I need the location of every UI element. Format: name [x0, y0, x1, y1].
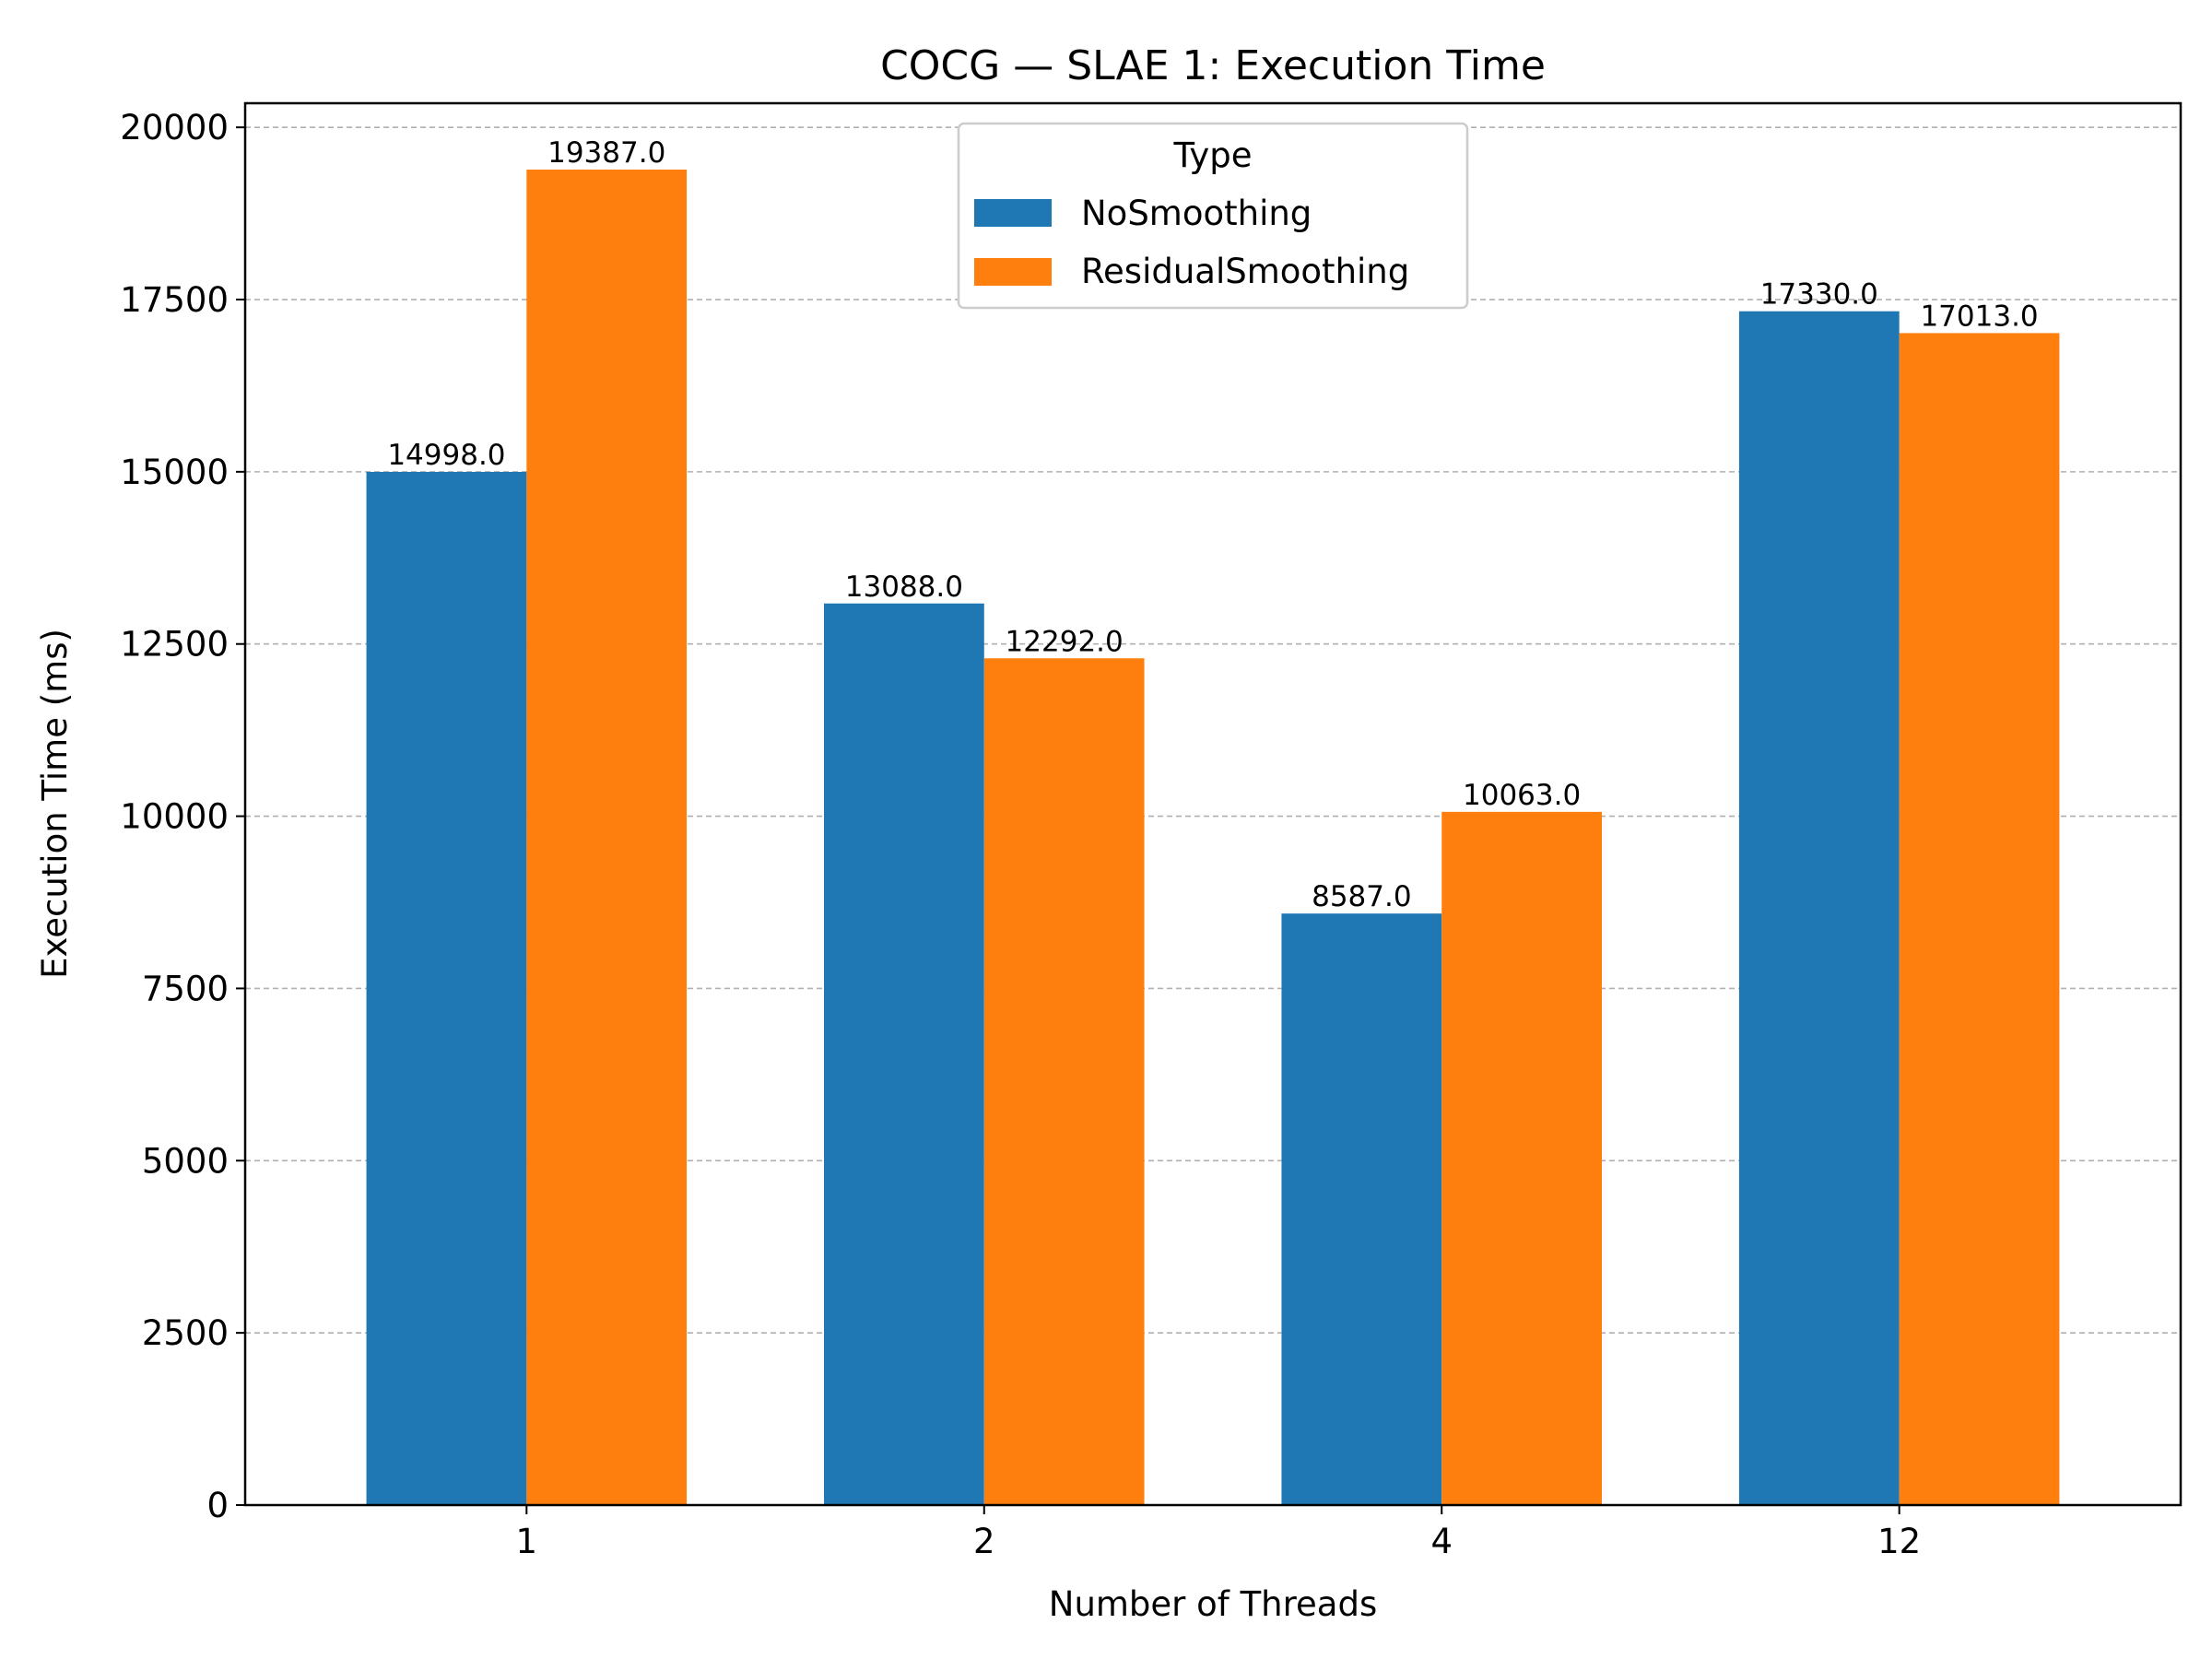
y-tick-label: 20000 [120, 108, 229, 147]
data-label: 13088.0 [845, 571, 963, 604]
y-tick-label: 10000 [120, 797, 229, 837]
legend-swatch-nosmoothing [974, 199, 1052, 227]
data-label: 17330.0 [1760, 278, 1878, 312]
y-tick-label: 0 [206, 1486, 229, 1525]
bar-residualsmoothing-12 [1899, 333, 2060, 1506]
legend-title: Type [1173, 135, 1253, 175]
x-axis-label: Number of Threads [1049, 1584, 1377, 1624]
legend[interactable]: Type NoSmoothing ResidualSmoothing [957, 122, 1469, 310]
data-label: 14998.0 [387, 439, 505, 472]
bar-residualsmoothing-4 [1441, 811, 1602, 1505]
data-label: 10063.0 [1463, 779, 1581, 812]
axes-frame [243, 101, 2183, 1507]
data-label: 19387.0 [547, 136, 665, 170]
chart-title: COCG — SLAE 1: Execution Time [880, 42, 1546, 89]
x-tick-label: 2 [973, 1522, 995, 1561]
data-label: 12292.0 [1006, 625, 1124, 658]
y-tick-label: 12500 [120, 625, 229, 665]
y-tick-label: 2500 [142, 1313, 229, 1353]
x-tick-label: 12 [1877, 1522, 1921, 1561]
x-tick-label: 1 [516, 1522, 538, 1561]
legend-swatch-residualsmoothing [974, 258, 1052, 286]
legend-box [957, 122, 1469, 310]
bar-nosmoothing-4 [1281, 913, 1442, 1505]
y-tick-label: 17500 [120, 280, 229, 320]
y-tick-label: 5000 [142, 1141, 229, 1181]
bar-nosmoothing-2 [824, 603, 984, 1505]
legend-label-residualsmoothing: ResidualSmoothing [1081, 252, 1409, 291]
bar-nosmoothing-1 [366, 472, 527, 1505]
data-label: 8587.0 [1312, 880, 1411, 913]
data-label: 17013.0 [1920, 300, 2038, 333]
data-labels: 14998.0 19387.0 13088.0 12292.0 8587.0 10063.… [387, 136, 2038, 913]
legend-label-nosmoothing: NoSmoothing [1081, 194, 1312, 233]
bar-residualsmoothing-2 [983, 658, 1145, 1505]
y-tick-label: 15000 [120, 453, 229, 492]
x-tick-label: 4 [1430, 1522, 1453, 1561]
y-axis-ticks: 0 2500 5000 7500 10000 12500 15000 17500 20000 [120, 108, 245, 1525]
y-tick-label: 7500 [142, 969, 229, 1008]
x-axis-ticks: 1 2 4 12 [516, 1505, 1921, 1561]
bar-residualsmoothing-1 [526, 169, 688, 1505]
y-axis-label: Execution Time (ms) [35, 629, 75, 979]
bar-nosmoothing-12 [1738, 311, 1900, 1505]
bars [366, 169, 2060, 1506]
